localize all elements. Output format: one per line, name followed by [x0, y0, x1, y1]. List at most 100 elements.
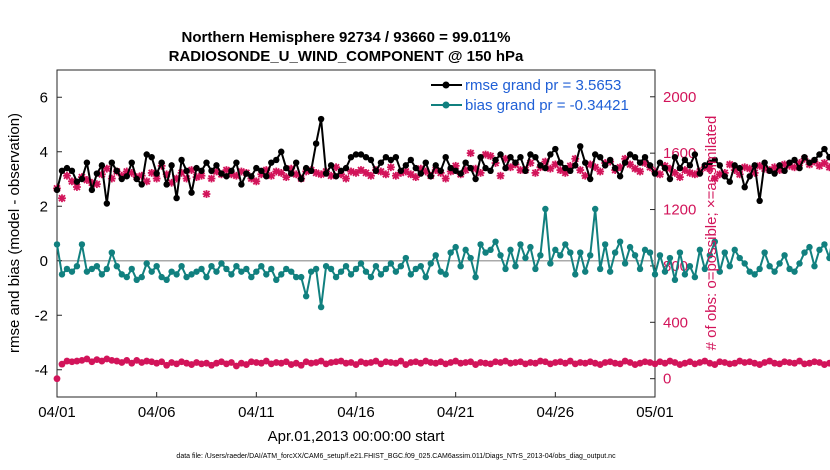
- bias-marker: [258, 263, 265, 270]
- rmse-marker: [527, 151, 534, 158]
- rmse-marker: [636, 159, 644, 166]
- bias-marker: [392, 268, 400, 275]
- rmse-marker: [442, 154, 449, 161]
- obs-possible-marker: [68, 358, 76, 366]
- rmse-marker: [656, 159, 664, 166]
- obs-assimilated-marker: [576, 166, 585, 174]
- rmse-marker: [776, 162, 783, 169]
- obs-possible-marker: [716, 358, 724, 366]
- y-axis-label-left: rmse and bias (model - observation): [6, 113, 23, 353]
- bias-marker: [756, 265, 763, 273]
- rmse-marker: [517, 154, 524, 161]
- bias-marker: [577, 249, 584, 256]
- obs-possible-marker: [477, 359, 484, 366]
- rmse-marker: [611, 164, 619, 172]
- rmse-marker: [701, 162, 709, 169]
- bias-marker: [781, 252, 788, 259]
- obs-possible-marker: [317, 357, 325, 365]
- bias-marker: [332, 273, 340, 281]
- obs-possible-marker: [796, 357, 803, 365]
- x-tick-label: 04/01: [38, 404, 76, 421]
- rmse-marker: [826, 154, 830, 161]
- bias-marker: [512, 263, 519, 270]
- bias-marker: [711, 238, 718, 245]
- bias-marker: [572, 271, 579, 278]
- rmse-marker: [163, 181, 170, 188]
- y-tick-label-right: 2000: [663, 89, 696, 106]
- rmse-marker: [791, 156, 798, 164]
- obs-possible-marker: [198, 360, 205, 368]
- rmse-marker: [721, 173, 728, 180]
- bias-marker: [427, 260, 434, 267]
- bias-marker: [158, 273, 165, 281]
- bias-marker: [816, 246, 823, 254]
- bias-marker: [78, 241, 86, 248]
- rmse-marker: [68, 167, 76, 175]
- legend-bias-marker: [442, 101, 450, 109]
- rmse-marker: [98, 162, 106, 169]
- obs-possible-marker: [307, 359, 315, 367]
- bias-marker: [611, 249, 619, 256]
- bias-marker: [532, 265, 539, 273]
- rmse-marker: [332, 173, 340, 180]
- rmse-marker: [377, 159, 385, 166]
- obs-assimilated-marker: [222, 166, 231, 174]
- bias-marker: [621, 260, 629, 267]
- x-tick-label: 04/06: [138, 404, 176, 421]
- bias-marker: [457, 263, 464, 270]
- rmse-marker: [507, 154, 514, 161]
- obs-possible-marker: [407, 359, 415, 366]
- rmse-marker: [312, 140, 320, 147]
- obs-possible-marker: [163, 361, 171, 369]
- bias-marker: [626, 243, 634, 251]
- bias-marker: [472, 273, 479, 281]
- bias-marker: [183, 273, 190, 281]
- rmse-marker: [467, 164, 474, 172]
- rmse-marker: [736, 164, 743, 172]
- rmse-marker: [243, 170, 250, 177]
- rmse-marker: [801, 154, 808, 161]
- bias-marker: [148, 268, 155, 275]
- obs-assimilated-marker: [496, 171, 505, 180]
- obs-possible-marker: [262, 357, 270, 365]
- obs-possible-marker: [771, 359, 778, 367]
- bias-marker: [108, 249, 116, 256]
- rmse-marker: [572, 162, 579, 169]
- obs-assimilated-marker: [58, 194, 66, 203]
- obs-possible-marker: [297, 361, 305, 369]
- rmse-marker: [307, 167, 315, 175]
- rmse-marker: [811, 156, 818, 164]
- rmse-marker: [183, 167, 190, 175]
- rmse-marker: [497, 151, 504, 158]
- bias-marker: [422, 273, 429, 281]
- rmse-marker: [806, 159, 813, 166]
- obs-assimilated-marker: [202, 190, 211, 198]
- obs-possible-marker: [332, 358, 340, 366]
- y-tick-label-left: -2: [35, 307, 48, 324]
- obs-possible-marker: [457, 359, 465, 367]
- bias-marker: [103, 265, 111, 273]
- bias-marker: [631, 252, 639, 259]
- x-tick-label: 04/21: [437, 404, 475, 421]
- rmse-marker: [766, 167, 773, 175]
- rmse-marker: [392, 154, 400, 161]
- obs-possible-marker: [741, 359, 749, 366]
- bias-marker: [826, 254, 830, 262]
- obs-assimilated-marker: [486, 152, 495, 160]
- rmse-marker: [173, 194, 180, 202]
- bias-marker: [766, 263, 773, 270]
- bias-marker: [233, 263, 240, 270]
- obs-possible-marker: [83, 355, 91, 363]
- bias-marker: [537, 252, 544, 259]
- obs-assimilated-marker: [685, 168, 694, 177]
- rmse-marker: [781, 167, 788, 175]
- bias-marker: [248, 273, 255, 281]
- obs-possible-marker: [143, 357, 151, 365]
- obs-possible-marker: [576, 359, 584, 366]
- obs-assimilated-marker: [68, 177, 76, 186]
- obs-possible-marker: [601, 359, 609, 366]
- bias-marker: [168, 268, 175, 275]
- obs-possible-marker: [492, 358, 499, 366]
- rmse-marker: [671, 154, 679, 161]
